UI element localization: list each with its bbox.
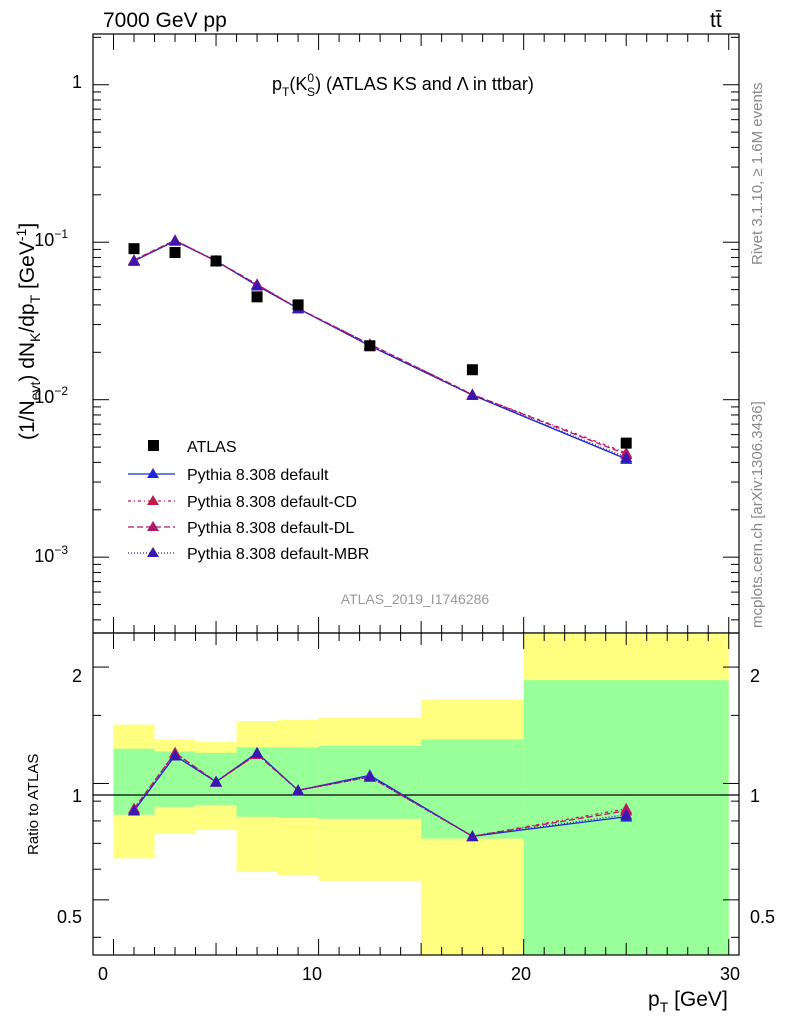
ratio-series-layer: [128, 746, 633, 842]
ratio-tick-1: 1: [72, 786, 82, 806]
series-line-3: [133, 240, 627, 459]
energy-label: 7000 GeV pp: [103, 9, 227, 32]
ratio-tick-2-right: 2: [750, 666, 760, 686]
atlas-data-point: [292, 299, 304, 311]
ratio-band-inner: [421, 739, 524, 839]
ratio-point-3: [620, 808, 633, 820]
ratio-point-3: [363, 770, 376, 782]
series-line-2: [133, 239, 627, 455]
legend-marker-default: [147, 468, 159, 478]
ratio-tick-0.5-right: 0.5: [750, 907, 775, 927]
main-plot-frame: [92, 33, 740, 634]
legend-label-atlas: ATLAS: [187, 439, 237, 456]
x-axis-label: pT [GeV]: [648, 988, 728, 1015]
atlas-data-point: [251, 291, 263, 303]
legend-marker-cd: [147, 495, 159, 505]
ratio-band-inner: [277, 747, 319, 818]
x-tick-30: 30: [720, 964, 740, 984]
legend-label-mbr: Pythia 8.308 default-MBR: [187, 546, 369, 563]
x-tick-20: 20: [511, 964, 531, 984]
ratio-band-inner: [154, 751, 196, 807]
legend: ATLAS Pythia 8.308 default Pythia 8.308 …: [128, 439, 369, 563]
rivet-label: Rivet 3.1.10, ≥ 1.6M events: [749, 83, 766, 266]
ratio-uncertainty-bands: [113, 633, 729, 955]
ratio-line-3: [133, 752, 627, 837]
atlas-data-point: [128, 243, 140, 255]
series-line-1: [133, 239, 627, 454]
ratio-plot-frame: [92, 632, 740, 956]
x-tick-labels: 0 10 20 30: [98, 964, 740, 984]
mcplots-label: mcplots.cern.ch [arXiv:1306.3436]: [749, 401, 766, 628]
ratio-y-tick-labels: 0.5 1 2 0.5 1 2: [57, 666, 775, 927]
ratio-point-3: [251, 746, 264, 758]
y-tick-label-1e-1: 10−1: [34, 227, 68, 250]
series-point-3: [128, 254, 141, 266]
process-label: tt̄: [710, 9, 722, 32]
plot-title: pT(K0 S) (ATLAS KS and Λ in ttbar): [272, 71, 534, 99]
ratio-point-3: [210, 775, 223, 787]
series-point-3: [620, 451, 633, 463]
ratio-tick-2: 2: [72, 666, 82, 686]
x-tick-10: 10: [302, 964, 322, 984]
atlas-data-point: [364, 340, 376, 352]
atlas-data-point: [210, 255, 222, 267]
series-point-3: [466, 389, 479, 400]
legend-marker-mbr: [147, 547, 159, 557]
ratio-line-2: [133, 751, 627, 837]
x-tick-0: 0: [98, 964, 108, 984]
ratio-point-3: [466, 830, 479, 842]
ratio-tick-1-right: 1: [750, 786, 760, 806]
ratio-axis-ticks: [93, 633, 739, 955]
ratio-tick-0.5: 0.5: [57, 907, 82, 927]
legend-label-dl: Pythia 8.308 default-DL: [187, 520, 354, 537]
main-y-tick-labels: 1 10−1 10−2 10−3: [34, 72, 82, 566]
series-point-3: [251, 279, 264, 291]
ratio-point-3: [292, 784, 305, 796]
analysis-watermark: ATLAS_2019_I1746286: [341, 591, 490, 607]
legend-label-default: Pythia 8.308 default: [187, 467, 329, 484]
y-tick-label-1e-3: 10−3: [34, 543, 68, 566]
atlas-data-point: [620, 437, 632, 449]
series-line-0: [133, 240, 627, 460]
ratio-y-axis-label: Ratio to ATLAS: [25, 754, 42, 855]
ratio-point-3: [169, 749, 182, 761]
main-y-axis-label: (1/Nevt) dNK/dpT [GeV-1]: [13, 223, 43, 440]
legend-label-cd: Pythia 8.308 default-CD: [187, 494, 357, 511]
series-point-3: [169, 234, 182, 246]
main-series-layer: [128, 234, 633, 464]
legend-marker-atlas: [148, 440, 159, 451]
main-axis-ticks: [93, 34, 739, 633]
ratio-point-3: [128, 804, 141, 816]
y-tick-label-1: 1: [72, 72, 82, 92]
legend-marker-dl: [147, 521, 159, 531]
atlas-data-point: [466, 364, 478, 376]
atlas-data-point: [169, 247, 181, 259]
